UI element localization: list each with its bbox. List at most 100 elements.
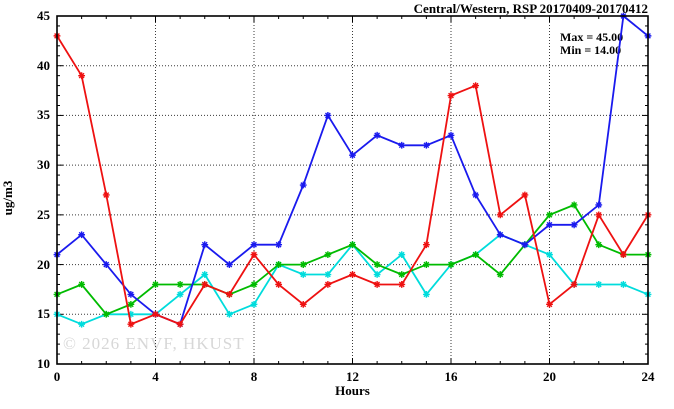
x-axis-label: Hours <box>335 383 370 398</box>
data-point-marker <box>102 191 110 199</box>
data-point-marker <box>324 271 332 278</box>
data-point-marker <box>299 181 307 189</box>
data-point-marker <box>619 251 627 259</box>
data-point-marker <box>324 251 332 259</box>
data-point-marker <box>201 281 209 288</box>
data-point-marker <box>521 191 529 199</box>
x-tick-label: 20 <box>543 369 556 384</box>
data-point-marker <box>225 261 233 268</box>
data-point-marker <box>422 291 430 298</box>
gridlines <box>57 16 648 364</box>
data-point-marker <box>447 92 455 99</box>
data-point-marker <box>78 231 86 239</box>
x-tick-label: 12 <box>346 369 359 384</box>
data-point-marker <box>324 112 332 119</box>
data-point-marker <box>546 221 553 229</box>
y-tick-label: 20 <box>37 256 50 272</box>
data-point-marker <box>250 251 258 259</box>
y-tick-label: 30 <box>37 157 50 173</box>
chart-title: Central/Western, RSP 20170409-20170412 <box>413 1 648 16</box>
data-point-marker <box>127 300 135 308</box>
x-tick-label: 8 <box>250 369 258 384</box>
data-point-marker <box>152 281 159 288</box>
data-point-marker <box>349 151 356 159</box>
data-point-marker <box>152 310 159 318</box>
data-point-marker <box>373 261 381 268</box>
stats-max-label: Max = 45.00 <box>560 30 624 44</box>
data-point-marker <box>422 141 430 149</box>
data-point-marker <box>201 241 209 249</box>
data-point-marker <box>127 310 135 318</box>
y-tick-label: 35 <box>37 107 50 123</box>
y-tick-label: 45 <box>37 8 50 23</box>
data-point-marker <box>78 320 86 328</box>
data-point-marker <box>496 211 504 219</box>
x-tick-label: 0 <box>53 369 61 384</box>
data-point-marker <box>595 211 603 219</box>
data-point-marker <box>176 320 184 328</box>
data-point-marker <box>570 221 578 229</box>
data-point-marker <box>546 300 553 308</box>
watermark: © 2026 ENVF, HKUST <box>63 334 245 353</box>
data-point-marker <box>299 271 307 278</box>
data-point-marker <box>176 291 184 298</box>
data-point-marker <box>422 261 430 268</box>
data-point-marker <box>373 271 381 278</box>
series-red-markers <box>53 32 652 328</box>
data-point-marker <box>619 281 627 288</box>
data-point-marker <box>78 72 86 80</box>
data-point-marker <box>299 261 307 268</box>
plot-border <box>56 15 649 365</box>
data-point-marker <box>595 281 603 288</box>
data-point-marker <box>102 261 110 268</box>
data-point-marker <box>201 271 209 278</box>
stats-box: Max = 45.00 Min = 14.00 <box>560 31 623 57</box>
data-point-marker <box>127 291 135 298</box>
data-point-marker <box>373 131 381 139</box>
data-point-marker <box>595 241 603 249</box>
data-point-marker <box>250 241 258 249</box>
data-point-marker <box>78 281 86 288</box>
data-point-marker <box>398 251 406 259</box>
data-point-marker <box>595 201 603 209</box>
data-point-marker <box>422 241 430 249</box>
data-point-marker <box>225 291 233 298</box>
data-point-marker <box>349 241 356 249</box>
y-tick-label: 15 <box>37 306 50 322</box>
data-point-marker <box>275 241 283 249</box>
x-tick-label: 24 <box>641 369 655 384</box>
x-tick-label: 4 <box>152 369 159 384</box>
data-point-marker <box>398 281 406 288</box>
data-point-marker <box>447 261 455 268</box>
data-point-marker <box>521 241 529 249</box>
data-point-marker <box>496 271 504 278</box>
series-red <box>53 32 652 328</box>
data-point-marker <box>127 320 135 328</box>
data-point-marker <box>324 281 332 288</box>
data-point-marker <box>275 261 283 268</box>
data-point-marker <box>472 82 480 89</box>
data-point-marker <box>546 251 553 259</box>
data-point-marker <box>398 271 406 278</box>
data-point-marker <box>225 310 233 318</box>
data-point-marker <box>398 141 406 149</box>
y-tick-label: 10 <box>37 356 50 371</box>
data-point-marker <box>275 281 283 288</box>
data-point-marker <box>472 191 480 199</box>
stats-min-label: Min = 14.00 <box>560 43 622 57</box>
data-point-marker <box>373 281 381 288</box>
data-point-marker <box>349 271 356 278</box>
data-point-marker <box>472 251 480 259</box>
data-point-marker <box>546 211 553 219</box>
x-tick-label: 16 <box>444 369 458 384</box>
data-point-marker <box>447 131 455 139</box>
data-point-marker <box>570 201 578 209</box>
data-point-marker <box>496 231 504 239</box>
y-tick-label: 25 <box>37 206 50 222</box>
data-point-marker <box>299 300 307 308</box>
data-point-marker <box>102 310 110 318</box>
data-point-marker <box>250 300 258 308</box>
data-point-marker <box>570 281 578 288</box>
